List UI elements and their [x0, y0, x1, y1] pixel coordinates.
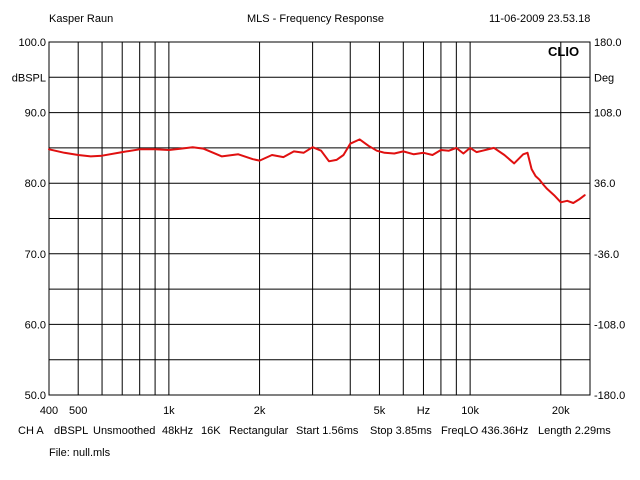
- axes: dBSPL Deg 100.0 90.0 80.0 70.0 60.0 50.0 180.0 10…: [12, 37, 625, 417]
- plot-frame: [48, 41, 591, 396]
- footer-unit: dBSPL: [54, 425, 89, 437]
- footer-smoothing: Unsmoothed: [93, 425, 156, 437]
- y-tick-label: 50.0: [25, 390, 46, 402]
- y-tick-label: 70.0: [25, 249, 46, 261]
- timestamp: 11-06-2009 23.53.18: [489, 13, 591, 25]
- author-label: Kasper Raun: [49, 13, 114, 25]
- y-tick-label: 100.0: [18, 37, 46, 49]
- y2-tick-label: -180.0: [594, 390, 625, 402]
- chart-title: MLS - Frequency Response: [247, 13, 384, 25]
- y-tick-label: 60.0: [25, 319, 46, 331]
- y2-tick-label: 108.0: [594, 108, 622, 120]
- y2-tick-label: 180.0: [594, 37, 622, 49]
- y2-tick-label: -108.0: [594, 319, 625, 331]
- y2-axis-label: Deg: [594, 72, 614, 84]
- x-tick-label: 10k: [461, 405, 479, 417]
- clio-brand: CLIO: [548, 44, 579, 59]
- y-axis-label: dBSPL: [12, 72, 46, 84]
- y-tick-label: 80.0: [25, 178, 46, 190]
- footer-window: Rectangular: [229, 425, 289, 437]
- footer-freqlo: FreqLO 436.36Hz: [441, 425, 529, 437]
- y2-tick-label: 36.0: [594, 178, 615, 190]
- footer-length: Length 2.29ms: [538, 425, 611, 437]
- series-layer: [48, 138, 586, 204]
- footer-channel: CH A: [18, 425, 44, 437]
- footer-file: File: null.mls: [49, 447, 111, 459]
- y2-tick-label: -36.0: [594, 249, 619, 261]
- footer-stop: Stop 3.85ms: [370, 425, 432, 437]
- x-tick-label: 2k: [254, 405, 266, 417]
- footer-start: Start 1.56ms: [296, 425, 359, 437]
- x-tick-label: 400: [40, 405, 58, 417]
- grid: [49, 42, 590, 395]
- frequency-response-chart: dBSPL Deg 100.0 90.0 80.0 70.0 60.0 50.0 180.0 10…: [12, 37, 625, 417]
- footer-size: 16K: [201, 425, 221, 437]
- x-tick-label: 20k: [552, 405, 570, 417]
- x-tick-label: 500: [69, 405, 87, 417]
- x-tick-label: 5k: [374, 405, 386, 417]
- footer-rate: 48kHz: [162, 425, 194, 437]
- y-tick-label: 90.0: [25, 108, 46, 120]
- frequency-response-line: [48, 138, 586, 204]
- x-unit-label: Hz: [417, 405, 430, 417]
- x-tick-label: 1k: [163, 405, 175, 417]
